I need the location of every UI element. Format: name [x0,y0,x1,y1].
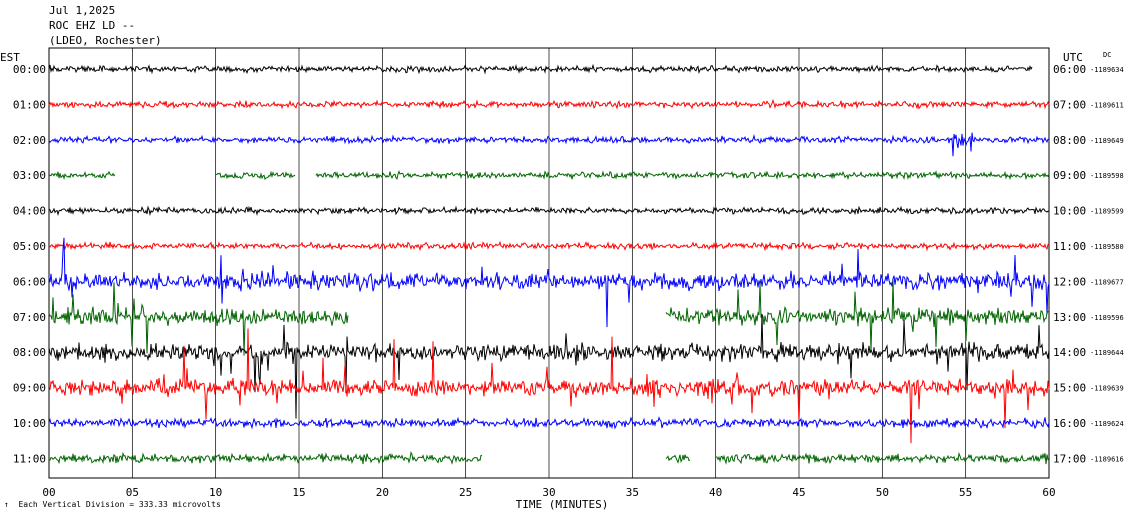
trace-0600 [48,237,1050,328]
utc-label-1100: 11:00 [1053,240,1086,253]
trace-0800 [48,313,1050,419]
dc-value-0600: -1189634 [1090,66,1124,74]
est-label-1000: 10:00 [13,417,46,430]
est-label-0000: 00:00 [13,63,46,76]
trace-0900 [48,328,1050,444]
axis-labels: EST UTC DC TIME (MINUTES) 00 05 10 15 20 25 30… [0,51,1124,511]
dc-value-1000: -1189599 [1090,208,1124,216]
est-label-0300: 03:00 [13,169,46,182]
x-tick-20: 20 [376,486,389,499]
est-label-0900: 09:00 [13,382,46,395]
dc-value-1500: -1189639 [1090,385,1124,393]
utc-label-0900: 09:00 [1053,169,1086,182]
trace-0500 [48,240,1050,252]
station-code: ROC EHZ LD -- [49,19,136,32]
station-network: (LDEO, Rochester) [49,34,162,47]
x-tick-60: 60 [1042,486,1055,499]
trace-0700 [48,279,1050,356]
utc-label-0700: 07:00 [1053,98,1086,111]
utc-label-1500: 15:00 [1053,382,1086,395]
dc-axis-label: DC [1103,51,1111,59]
dc-value-1600: -1189624 [1090,420,1124,428]
grid-lines [48,47,1050,479]
utc-label-1200: 12:00 [1053,275,1086,288]
est-axis-label: EST [0,51,20,64]
x-tick-25: 25 [459,486,472,499]
trace-0100 [48,98,1050,110]
trace-1100 [48,451,1050,465]
dc-value-1400: -1189644 [1090,349,1124,357]
trace-0400 [48,205,1050,217]
est-label-0700: 07:00 [13,311,46,324]
dc-value-1100: -1189580 [1090,243,1124,251]
x-tick-00: 00 [42,486,55,499]
dc-value-1300: -1189596 [1090,314,1124,322]
utc-label-0600: 06:00 [1053,63,1086,76]
utc-label-1700: 17:00 [1053,452,1086,465]
scale-note: Each Vertical Division = 333.33 microvol… [18,500,221,509]
utc-label-1000: 10:00 [1053,205,1086,218]
dc-value-0700: -1189611 [1090,101,1124,109]
x-tick-50: 50 [876,486,889,499]
est-label-0100: 01:00 [13,98,46,111]
dc-value-0900: -1189598 [1090,172,1124,180]
x-tick-40: 40 [709,486,722,499]
x-tick-10: 10 [209,486,222,499]
trace-0000 [48,63,1033,75]
scale-footnote: ↑ Each Vertical Division = 333.33 microv… [4,500,221,509]
dc-value-1700: -1189616 [1090,455,1124,463]
scale-arrow-icon: ↑ [4,500,9,509]
x-tick-45: 45 [792,486,805,499]
est-label-0600: 06:00 [13,275,46,288]
trace-0300 [48,169,1050,181]
seismic-traces [48,63,1050,465]
trace-0200 [48,132,1050,157]
est-label-0200: 02:00 [13,134,46,147]
utc-axis-label: UTC [1063,51,1083,64]
est-label-1100: 11:00 [13,452,46,465]
est-label-0800: 08:00 [13,346,46,359]
x-tick-35: 35 [626,486,639,499]
chart-date: Jul 1,2025 [49,4,116,17]
x-tick-55: 55 [959,486,972,499]
est-label-0500: 05:00 [13,240,46,253]
est-label-0400: 04:00 [13,205,46,218]
utc-label-1600: 16:00 [1053,417,1086,430]
utc-label-0800: 08:00 [1053,134,1086,147]
x-tick-30: 30 [542,486,555,499]
x-tick-05: 05 [126,486,139,499]
x-axis-title: TIME (MINUTES) [516,498,609,511]
utc-label-1300: 13:00 [1053,311,1086,324]
utc-label-1400: 14:00 [1053,346,1086,359]
trace-1000 [48,416,1050,430]
dc-value-0800: -1189649 [1090,137,1124,145]
x-tick-15: 15 [292,486,305,499]
dc-value-1200: -1189677 [1090,278,1124,286]
